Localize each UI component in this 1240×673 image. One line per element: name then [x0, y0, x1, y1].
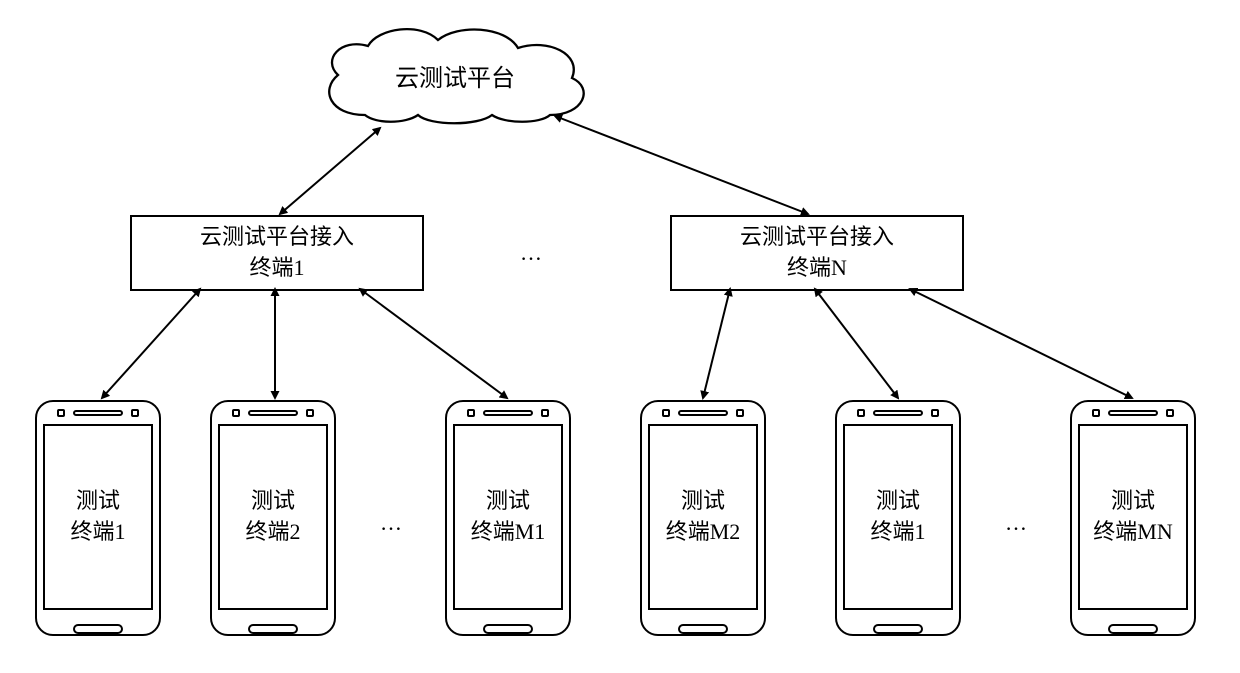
- phones-ellipsis-2: …: [1005, 510, 1031, 536]
- access-terminal-n: 云测试平台接入 终端N: [670, 215, 964, 291]
- edges-layer: [0, 0, 1240, 673]
- edge: [360, 289, 507, 398]
- test-terminal-m1: 测试终端M1: [445, 400, 575, 640]
- access-terminal-1: 云测试平台接入 终端1: [130, 215, 424, 291]
- access-n-line2: 终端N: [672, 253, 962, 284]
- edge: [280, 128, 380, 214]
- test-terminal-2: 测试终端2: [210, 400, 340, 640]
- access-1-line1: 云测试平台接入: [132, 222, 422, 253]
- access-n-line1: 云测试平台接入: [672, 222, 962, 253]
- access-ellipsis: …: [520, 240, 546, 266]
- access-1-line2: 终端1: [132, 253, 422, 284]
- cloud-platform: 云测试平台: [310, 20, 600, 130]
- test-terminal-mn: 测试终端MN: [1070, 400, 1200, 640]
- edge: [102, 289, 200, 398]
- cloud-label: 云测试平台: [310, 20, 600, 130]
- test-terminal-n1: 测试终端1: [835, 400, 965, 640]
- phones-ellipsis-1: …: [380, 510, 406, 536]
- edge: [703, 289, 730, 398]
- edge: [910, 289, 1132, 398]
- edge: [555, 116, 808, 214]
- test-terminal-1: 测试终端1: [35, 400, 165, 640]
- edge: [815, 289, 898, 398]
- test-terminal-m2: 测试终端M2: [640, 400, 770, 640]
